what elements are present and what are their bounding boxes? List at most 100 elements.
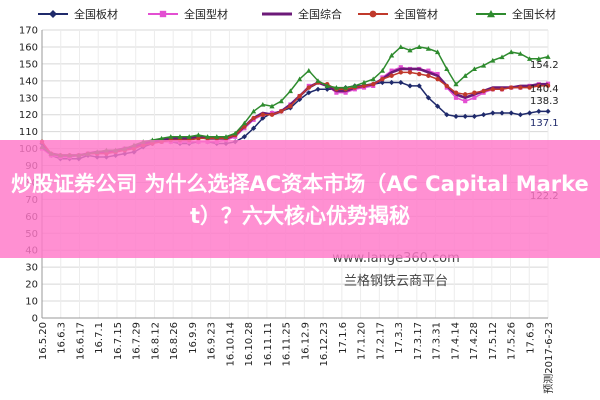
data-point bbox=[435, 49, 441, 55]
data-point bbox=[241, 134, 247, 140]
data-point bbox=[195, 132, 201, 138]
legend-label: 全国型材 bbox=[184, 7, 228, 21]
data-point bbox=[517, 51, 523, 56]
data-point bbox=[508, 49, 514, 55]
data-point bbox=[361, 83, 367, 89]
data-point bbox=[508, 85, 514, 90]
data-point bbox=[407, 47, 413, 53]
legend-marker bbox=[369, 10, 377, 18]
data-point bbox=[490, 57, 496, 63]
data-point bbox=[251, 125, 257, 131]
data-point bbox=[389, 79, 395, 86]
data-point bbox=[490, 110, 496, 116]
x-tick-label: 17.5.26 bbox=[507, 322, 518, 360]
headline-text[interactable]: 炒股证券公司 为什么选择AC资本市场（AC Capital Market）？六大… bbox=[11, 172, 589, 228]
y-tick-label: 170 bbox=[19, 26, 38, 37]
legend-label: 全国板材 bbox=[74, 7, 118, 21]
legend-item[interactable]: 全国长材 bbox=[476, 7, 556, 21]
legend-item[interactable]: 全国综合 bbox=[262, 7, 342, 21]
data-point bbox=[333, 85, 339, 90]
x-tick-label: 16.9.9 bbox=[188, 322, 199, 354]
x-tick-label: 16.7.1 bbox=[94, 322, 105, 354]
data-point bbox=[306, 68, 312, 73]
data-point bbox=[471, 66, 477, 72]
data-point bbox=[536, 83, 542, 89]
data-point bbox=[278, 98, 284, 104]
data-point bbox=[380, 76, 385, 82]
data-point bbox=[306, 85, 312, 90]
data-point bbox=[260, 101, 266, 107]
x-tick-label: 16.9.23 bbox=[207, 322, 218, 360]
x-tick-label: 17.1.6 bbox=[338, 322, 349, 354]
chart-legend: 全国板材 全国型材 全国综合 全国管材 全国长材 bbox=[38, 7, 556, 21]
data-point bbox=[398, 44, 404, 50]
data-point bbox=[444, 66, 450, 72]
y-tick-label: 160 bbox=[19, 42, 38, 53]
data-point bbox=[536, 56, 542, 61]
x-tick-label: 17.6.9 bbox=[525, 322, 536, 354]
data-point bbox=[527, 110, 533, 116]
data-point bbox=[471, 113, 477, 119]
data-point bbox=[517, 112, 523, 118]
x-tick-label: 17.5.12 bbox=[488, 322, 499, 360]
data-point bbox=[306, 90, 312, 96]
data-point bbox=[444, 83, 450, 89]
data-point bbox=[260, 112, 266, 117]
data-point bbox=[435, 76, 440, 82]
data-point bbox=[370, 76, 376, 82]
data-point bbox=[398, 79, 404, 86]
data-point bbox=[315, 78, 321, 83]
data-point bbox=[508, 110, 514, 116]
data-point bbox=[499, 87, 505, 92]
data-point bbox=[453, 81, 459, 87]
data-point bbox=[251, 115, 256, 121]
y-tick-label: 110 bbox=[19, 127, 38, 138]
end-value-label: 138.3 bbox=[530, 96, 559, 107]
data-point bbox=[186, 134, 192, 139]
data-point bbox=[205, 134, 211, 139]
data-point bbox=[168, 134, 174, 139]
data-point bbox=[334, 90, 339, 95]
watermark-name: 兰格钢铁云商平台 bbox=[344, 273, 448, 289]
data-point bbox=[177, 134, 183, 139]
x-tick-label: 17.4.14 bbox=[450, 322, 461, 360]
data-point bbox=[287, 88, 293, 94]
data-point bbox=[361, 79, 367, 85]
data-point bbox=[343, 90, 348, 95]
x-tick-label: 16.7.15 bbox=[113, 322, 124, 360]
data-point bbox=[343, 85, 349, 90]
data-point bbox=[159, 135, 165, 141]
legend-item[interactable]: 全国型材 bbox=[148, 7, 228, 21]
data-point bbox=[407, 83, 413, 89]
data-point bbox=[435, 103, 441, 109]
data-point bbox=[389, 73, 394, 78]
data-point bbox=[352, 83, 358, 88]
x-tick-label: 16.10.14 bbox=[225, 322, 236, 367]
data-point bbox=[398, 70, 404, 75]
data-point bbox=[223, 134, 229, 139]
x-axis-ticks: 16.5.20 16.6.3 16.6.17 16.7.1 16.7.15 16.7.29… bbox=[38, 322, 555, 394]
data-point bbox=[462, 92, 468, 97]
y-tick-label: 30 bbox=[25, 263, 38, 274]
x-tick-label: 16.12.9 bbox=[300, 322, 311, 360]
data-point bbox=[536, 108, 542, 114]
headline-banner bbox=[0, 140, 600, 258]
data-point bbox=[269, 103, 275, 109]
legend-item[interactable]: 全国管材 bbox=[358, 7, 438, 21]
end-value-label: 154.2 bbox=[530, 60, 559, 71]
x-tick-label: 16.5.20 bbox=[38, 322, 49, 360]
x-tick-label: 17.4.28 bbox=[469, 322, 480, 360]
legend-item[interactable]: 全国板材 bbox=[38, 7, 118, 21]
data-point bbox=[545, 54, 551, 59]
y-tick-label: 150 bbox=[19, 59, 38, 70]
data-point bbox=[260, 115, 266, 121]
data-point bbox=[416, 71, 422, 77]
data-point bbox=[288, 104, 293, 109]
data-point bbox=[278, 109, 284, 114]
x-tick-label: 17.3.3 bbox=[394, 322, 405, 354]
data-point bbox=[425, 95, 431, 101]
data-point bbox=[499, 110, 505, 116]
data-point bbox=[297, 93, 302, 99]
data-point bbox=[269, 112, 275, 117]
